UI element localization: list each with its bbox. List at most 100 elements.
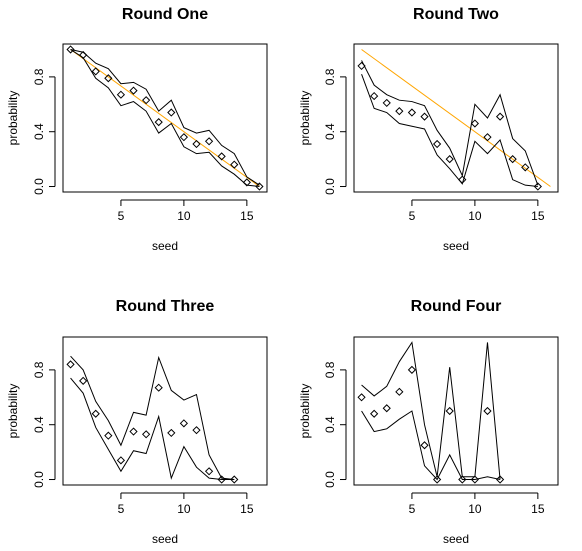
plot-panel-4: Round Four 5 10 15 seed 0.0 0.4 0.8 probability: [298, 298, 559, 546]
data-point: [357, 393, 366, 402]
x-axis: 5 10 15: [409, 199, 545, 223]
data-point: [129, 86, 138, 95]
reference-line: [70, 49, 260, 187]
data-point: [495, 112, 505, 121]
y-tick-label: 0.4: [32, 416, 46, 433]
plot-panel-3: Round Three 5 10 15 seed 0.0 0.4 0.8 probability: [6, 298, 268, 546]
plot-frame: [62, 336, 268, 486]
x-tick-label: 10: [177, 502, 191, 516]
y-tick-label: 0.8: [32, 361, 46, 378]
x-tick-label: 5: [409, 209, 416, 223]
plot-panel-2: Round Two 5 10 15 seed 0.0 0.4 0.8 probability: [298, 6, 559, 253]
data-point: [357, 61, 366, 71]
x-tick-label: 15: [240, 502, 254, 516]
data-point: [370, 91, 379, 101]
data-point: [495, 475, 505, 484]
lower-band-line: [70, 377, 235, 481]
y-tick-label: 0.4: [323, 416, 337, 433]
upper-band-line: [361, 341, 501, 480]
plot-title: Round Four: [411, 298, 502, 315]
data-point: [255, 182, 264, 191]
y-axis-label: probability: [6, 91, 20, 146]
y-axis: 0.0 0.4 0.8: [32, 68, 56, 195]
data-point: [204, 137, 214, 146]
data-point: [230, 475, 239, 484]
data-point: [167, 428, 176, 438]
data-point: [116, 456, 126, 465]
data-point: [154, 383, 163, 392]
data-point: [167, 108, 176, 117]
x-tick-label: 5: [409, 502, 416, 516]
y-tick-label: 0.8: [323, 361, 337, 378]
data-point: [192, 426, 201, 435]
x-axis-label: seed: [152, 532, 178, 546]
data-point: [242, 178, 251, 187]
data-point: [142, 430, 151, 439]
y-axis-label: probability: [298, 384, 312, 439]
data-point: [433, 475, 442, 484]
upper-band-line: [70, 48, 260, 186]
y-axis-label: probability: [298, 91, 312, 146]
x-tick-label: 10: [468, 209, 482, 223]
data-point: [179, 419, 188, 428]
plot-panel-1: Round One 5 10 15 seed 0.0 0.4 0.8 probability: [6, 6, 268, 253]
plot-frame: [353, 336, 559, 486]
data-point: [192, 139, 201, 149]
data-point: [470, 475, 479, 484]
data-point: [104, 431, 113, 440]
y-axis-label: probability: [6, 384, 20, 439]
lower-band-line: [361, 410, 501, 481]
y-tick-label: 0.8: [32, 68, 46, 85]
data-point: [395, 387, 404, 396]
y-tick-label: 0.0: [32, 471, 46, 488]
plot-title: Round Three: [116, 298, 215, 315]
data-point: [445, 155, 454, 164]
lower-band-line: [361, 73, 538, 188]
data-point: [533, 182, 542, 191]
y-tick-label: 0.0: [32, 178, 46, 195]
data-point: [458, 175, 467, 184]
data-point: [116, 90, 126, 99]
data-point: [179, 133, 188, 142]
y-axis: 0.0 0.4 0.8: [323, 68, 347, 195]
data-point: [66, 45, 75, 54]
data-point: [521, 163, 530, 172]
x-tick-label: 5: [118, 209, 125, 223]
data-point: [142, 96, 151, 105]
x-axis-label: seed: [152, 239, 178, 253]
plot-title: Round Two: [413, 6, 499, 23]
y-axis: 0.0 0.4 0.8: [323, 361, 347, 488]
reference-line: [361, 49, 551, 187]
x-axis-label: seed: [443, 532, 469, 546]
plot-title: Round One: [122, 6, 208, 23]
y-axis: 0.0 0.4 0.8: [32, 361, 56, 488]
data-point: [104, 74, 113, 83]
y-tick-label: 0.4: [32, 123, 46, 140]
data-point: [217, 475, 226, 484]
x-tick-label: 15: [531, 502, 545, 516]
x-axis: 5 10 15: [409, 492, 545, 516]
data-point: [66, 360, 75, 369]
x-axis: 5 10 15: [118, 492, 254, 516]
x-axis-label: seed: [443, 239, 469, 253]
upper-band-line: [70, 355, 235, 481]
upper-band-line: [361, 60, 539, 186]
y-tick-label: 0.0: [323, 178, 337, 195]
plot-frame: [62, 43, 268, 193]
data-point: [483, 406, 492, 416]
data-point: [217, 152, 226, 161]
data-point: [79, 50, 88, 60]
data-point: [91, 409, 100, 418]
data-point: [508, 155, 517, 164]
data-point: [204, 467, 214, 476]
y-tick-label: 0.8: [323, 68, 337, 85]
plot-frame: [353, 43, 559, 193]
x-tick-label: 15: [240, 209, 254, 223]
y-tick-label: 0.0: [323, 471, 337, 488]
data-point: [395, 107, 404, 116]
data-point: [445, 406, 454, 416]
x-tick-label: 10: [177, 209, 191, 223]
data-point: [91, 67, 100, 76]
data-point: [420, 112, 429, 121]
